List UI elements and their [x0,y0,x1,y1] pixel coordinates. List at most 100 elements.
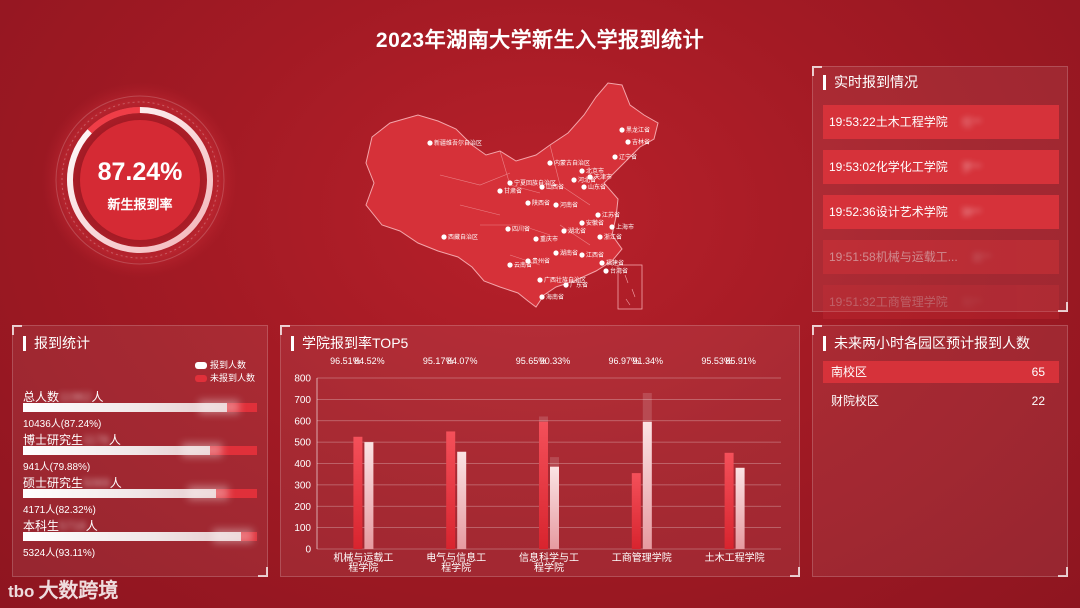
map-city[interactable]: 湖南省 [553,249,578,257]
city-label: 天津市 [594,173,612,181]
map-city[interactable]: 黑龙江省 [619,126,650,134]
bar-top-label: 84.52% [354,356,385,366]
stat-sub: 10436人(87.24%) [23,419,102,430]
y-tick-label: 600 [294,416,311,427]
realtime-panel: 实时报到情况 19:53:22土木工程学院 任** 19:53:02化学化工学院 罗*… [812,66,1068,319]
gauge-remaining-arc [87,107,141,134]
stat-unit: 人 [85,519,98,533]
realtime-row-name: 钟** [961,207,982,219]
stat-label-text: 硕士研究生 [23,476,84,490]
stat-bar [23,400,257,414]
stat-unit: 人 [91,390,104,404]
x-tick-label: 信息科学与工 [519,551,579,564]
bar-top-label: 90.33% [540,356,571,366]
map-city[interactable]: 新疆维吾尔自治区 [427,139,482,147]
x-tick-label: 程学院 [441,561,471,574]
city-label: 河南省 [560,201,578,209]
city-dot-icon [571,177,577,183]
map-city[interactable]: 吉林省 [625,138,650,146]
realtime-row-text: 19:52:36设计艺术学院 [829,205,948,219]
map-city[interactable]: 山东省 [581,183,606,191]
map-city[interactable]: 安徽省 [579,219,604,227]
campus-row: 财院校区 22 [823,390,1059,412]
city-dot-icon [579,252,585,258]
map-city[interactable]: 四川省 [505,225,530,233]
campus-count: 65 [1031,365,1045,379]
x-tick-label: 程学院 [348,561,378,574]
bar-top-label: 95.65% [516,356,547,366]
map-city[interactable]: 江西省 [579,251,604,259]
city-dot-icon [537,277,543,283]
bar-top-label: 84.07% [447,356,478,366]
city-label: 广东省 [570,281,588,289]
map-city[interactable]: 陕西省 [525,199,550,207]
realtime-row-text: 19:53:02化学化工学院 [829,160,948,174]
y-tick-label: 0 [305,545,311,556]
chart-panel: 学院报到率TOP5 0 100 200 300 400 500 600 700 800 96.51… [280,325,800,577]
map-city[interactable]: 山西省 [539,183,564,191]
map-city[interactable]: 河南省 [553,201,578,209]
map-city[interactable]: 浙江省 [597,233,622,241]
city-dot-icon [619,127,625,133]
bar [539,421,548,549]
map-city[interactable]: 海南省 [539,293,564,301]
stat-hidden-value: 11962 [59,390,92,404]
map-city[interactable]: 上海市 [609,223,634,231]
map-city[interactable]: 江苏省 [595,211,620,219]
x-tick-label: 程学院 [534,561,564,574]
city-label: 湖南省 [560,249,578,257]
city-dot-icon [525,200,531,206]
city-label: 新疆维吾尔自治区 [434,139,482,147]
chart-title: 学院报到率TOP5 [291,336,408,351]
city-label: 重庆市 [540,235,558,243]
map-city[interactable]: 辽宁省 [612,153,637,161]
stats-panel: 报到统计 报到人数 未报到人数 总人数11962人 10436人(87.24%) 博… [12,325,268,577]
map-city[interactable]: 台湾省 [603,267,628,275]
city-label: 安徽省 [586,219,604,227]
city-label: 吉林省 [632,138,650,146]
city-dot-icon [579,220,585,226]
map-city[interactable]: 西藏自治区 [441,233,478,241]
stat-item: 博士研究生1178人 941人(79.88%) [23,431,257,473]
bar [457,451,467,549]
city-dot-icon [507,180,513,186]
map-city[interactable]: 云南省 [507,261,532,269]
page-title: 2023年湖南大学新生入学报到统计 [375,29,705,52]
city-dot-icon [507,262,513,268]
map-city[interactable]: 甘肃省 [497,187,522,195]
city-label: 北京市 [586,167,604,175]
stat-label-text: 本科生 [23,519,60,533]
stat-label: 总人数11962人 [23,388,257,404]
map-city[interactable]: 北京市 [579,167,604,175]
city-label: 贵州省 [532,257,550,265]
brand-logo: tbo 大数跨境 [8,574,118,603]
stat-bar-fill [23,489,216,498]
city-dot-icon [609,224,615,230]
city-dot-icon [599,260,605,266]
bar [446,431,456,549]
map-city[interactable]: 广西壮族自治区 [537,276,586,284]
map-city[interactable]: 广东省 [563,281,588,289]
map-city[interactable]: 天津市 [587,173,612,181]
gauge-label: 新生报到率 [107,197,173,212]
map-city[interactable]: 内蒙古自治区 [547,159,590,167]
y-tick-label: 400 [294,459,311,470]
city-label: 上海市 [616,223,634,231]
map-city[interactable]: 宁夏回族自治区 [507,179,556,187]
realtime-row-name: 罗** [961,162,982,174]
map-city[interactable]: 河北省 [571,176,596,184]
map-city[interactable]: 湖北省 [561,227,586,235]
stat-bar-fill [23,532,241,541]
city-dot-icon [612,154,618,160]
y-tick-label: 300 [294,480,311,491]
city-dot-icon [539,294,545,300]
city-dot-icon [625,139,631,145]
bar-top-label: 96.97% [609,356,640,366]
city-label: 甘肃省 [504,187,522,195]
realtime-row-name: 刘** [961,297,982,309]
map-city[interactable]: 福建省 [599,259,624,267]
logo-mark: tbo [8,582,35,601]
map-city[interactable]: 重庆市 [533,235,558,243]
stat-label: 博士研究生1178人 [23,431,257,447]
map-city[interactable]: 贵州省 [525,257,550,265]
